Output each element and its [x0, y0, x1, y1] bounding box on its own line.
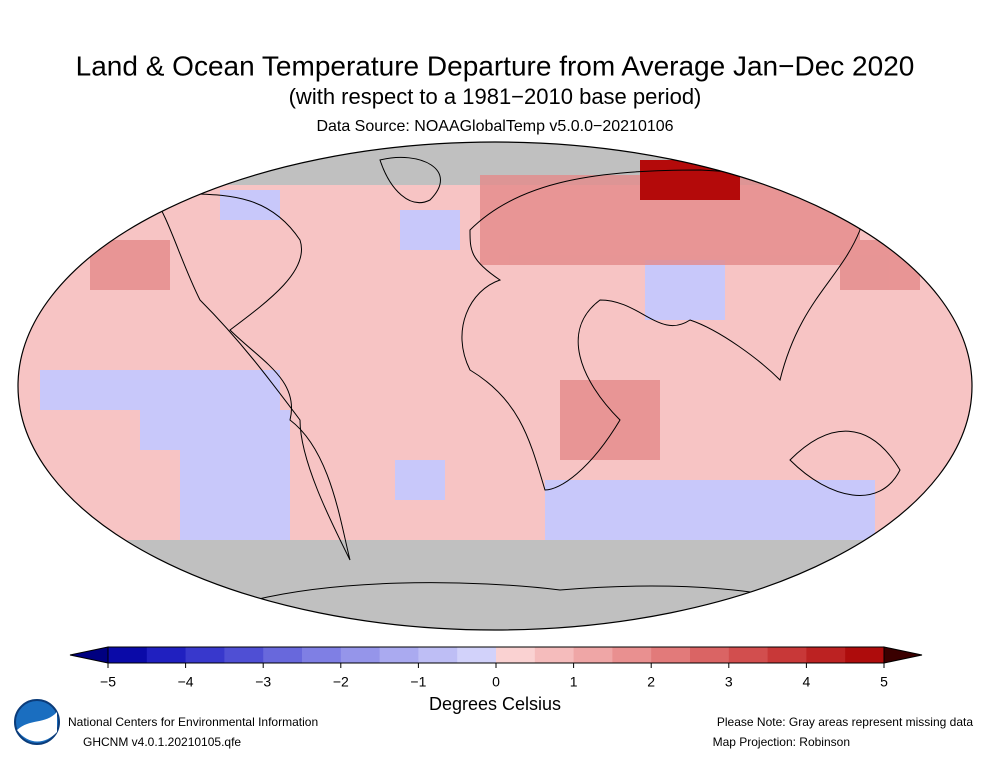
colorbar-segment [457, 647, 497, 663]
cool-anomalies [40, 190, 875, 540]
colorbar-segment [224, 647, 264, 663]
colorbar-segment [302, 647, 342, 663]
subtitle: (with respect to a 1981−2010 base period… [289, 84, 702, 109]
title: Land & Ocean Temperature Departure from … [76, 50, 915, 81]
colorbar-segment [651, 647, 691, 663]
colorbar-tick-label: 3 [725, 674, 733, 690]
colorbar-segment [379, 647, 419, 663]
colorbar-label: Degrees Celsius [429, 694, 561, 714]
colorbar: −5 −4 −3 −2 −1 0 1 2 3 4 5 [69, 646, 923, 690]
map [18, 142, 972, 630]
colorbar-segment [146, 647, 187, 663]
colorbar-tick-label: −2 [333, 674, 349, 690]
colorbar-tick-label: 4 [803, 674, 811, 690]
colorbar-tick-label: 1 [570, 674, 578, 690]
colorbar-under [69, 646, 109, 664]
colorbar-tick-label: −5 [100, 674, 116, 690]
noaa-logo [14, 699, 60, 745]
colorbar-tick-label: −4 [178, 674, 194, 690]
colorbar-tick-label: −3 [255, 674, 271, 690]
colorbar-tick-label: 5 [880, 674, 888, 690]
colorbar-tick-label: 2 [647, 674, 655, 690]
colorbar-segment [728, 647, 769, 663]
missing-south [18, 540, 972, 630]
colorbar-segment [845, 647, 885, 663]
map-border [17, 141, 973, 631]
colorbar-tick-label: −1 [410, 674, 426, 690]
data-source: Data Source: NOAAGlobalTemp v5.0.0−20210… [316, 118, 673, 135]
colorbar-segment [767, 647, 807, 663]
org: National Centers for Environmental Infor… [68, 715, 318, 729]
colorbar-segment [690, 647, 730, 663]
colorbar-tick-label: 0 [492, 674, 500, 690]
projection: Map Projection: Robinson [713, 735, 850, 749]
colorbar-segment [185, 647, 225, 663]
colorbar-segment [612, 647, 652, 663]
colorbar-over [883, 646, 923, 664]
note: Please Note: Gray areas represent missin… [717, 715, 973, 729]
colorbar-segment [418, 647, 458, 663]
colorbar-segment [496, 647, 536, 663]
colorbar-segment [806, 647, 846, 663]
hot-anomalies [640, 160, 740, 200]
colorbar-segment [573, 647, 613, 663]
colorbar-segment [108, 647, 148, 663]
colorbar-segment [340, 647, 381, 663]
version: GHCNM v4.0.1.20210105.qfe [83, 735, 241, 749]
colorbar-segment [534, 647, 575, 663]
colorbar-segment [263, 647, 303, 663]
